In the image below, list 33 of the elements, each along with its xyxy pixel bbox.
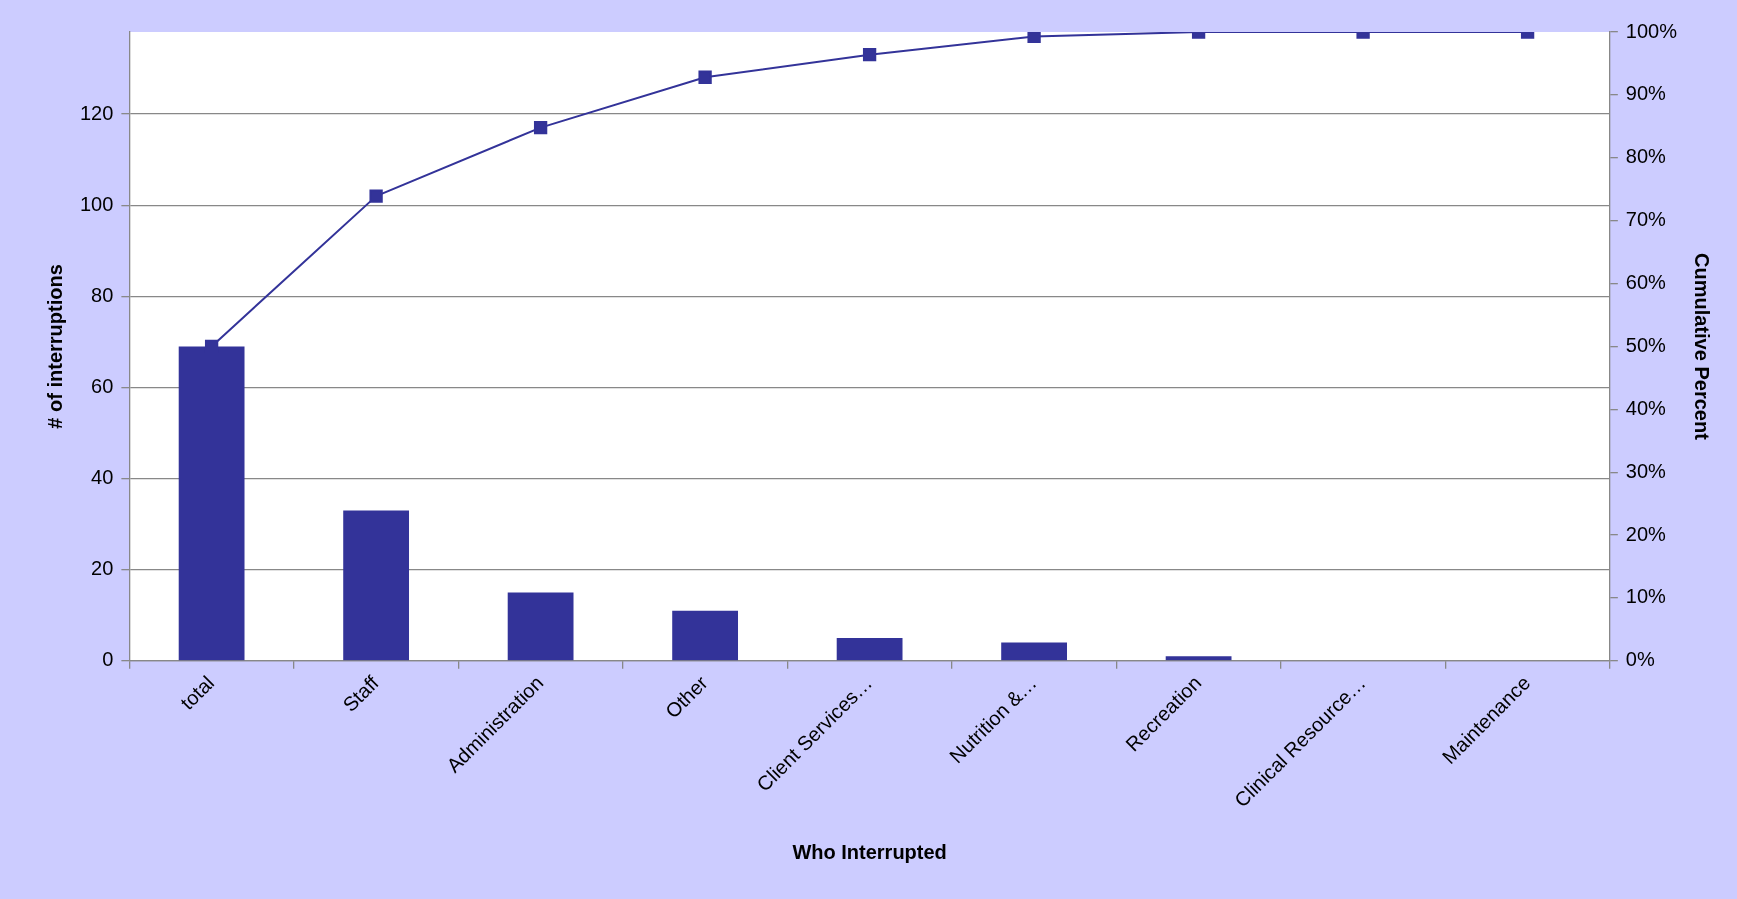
bar [836,638,903,661]
y-tick-label: 120 [79,101,114,124]
bar [507,592,574,661]
y2-axis-title: Cumulative Percent [1691,253,1714,441]
bar [672,610,739,661]
x-tick-label: total [176,671,219,714]
y2-tick-label: 60% [1625,271,1667,294]
point [698,70,712,84]
y-tick-label: 40 [91,466,114,489]
point [862,47,877,62]
bar [343,510,410,661]
y-tick-label: 100 [79,192,114,215]
y-tick-label: 20 [91,557,114,580]
y-tick-label: 60 [91,374,114,397]
y2-tick-label: 30% [1625,459,1667,482]
y-tick-label: 0 [102,648,114,671]
y2-tick-label: 0% [1625,648,1655,671]
point [1027,32,1041,44]
y2-tick-label: 50% [1625,333,1667,356]
y-tick-label: 80 [91,283,114,306]
y2-tick-label: 80% [1625,145,1667,168]
y2-tick-label: 100% [1625,19,1678,42]
x-axis-title: Who Interrupted [792,840,947,863]
y2-tick-label: 70% [1625,208,1667,231]
y-axis-title: # of interruptions [43,264,66,429]
bar [1165,656,1232,661]
y2-tick-label: 40% [1625,396,1667,419]
y2-tick-label: 10% [1625,585,1667,608]
y2-tick-label: 90% [1625,82,1667,105]
point [533,120,548,135]
point [369,189,383,203]
bar [1001,642,1068,661]
y2-tick-label: 20% [1625,522,1667,545]
